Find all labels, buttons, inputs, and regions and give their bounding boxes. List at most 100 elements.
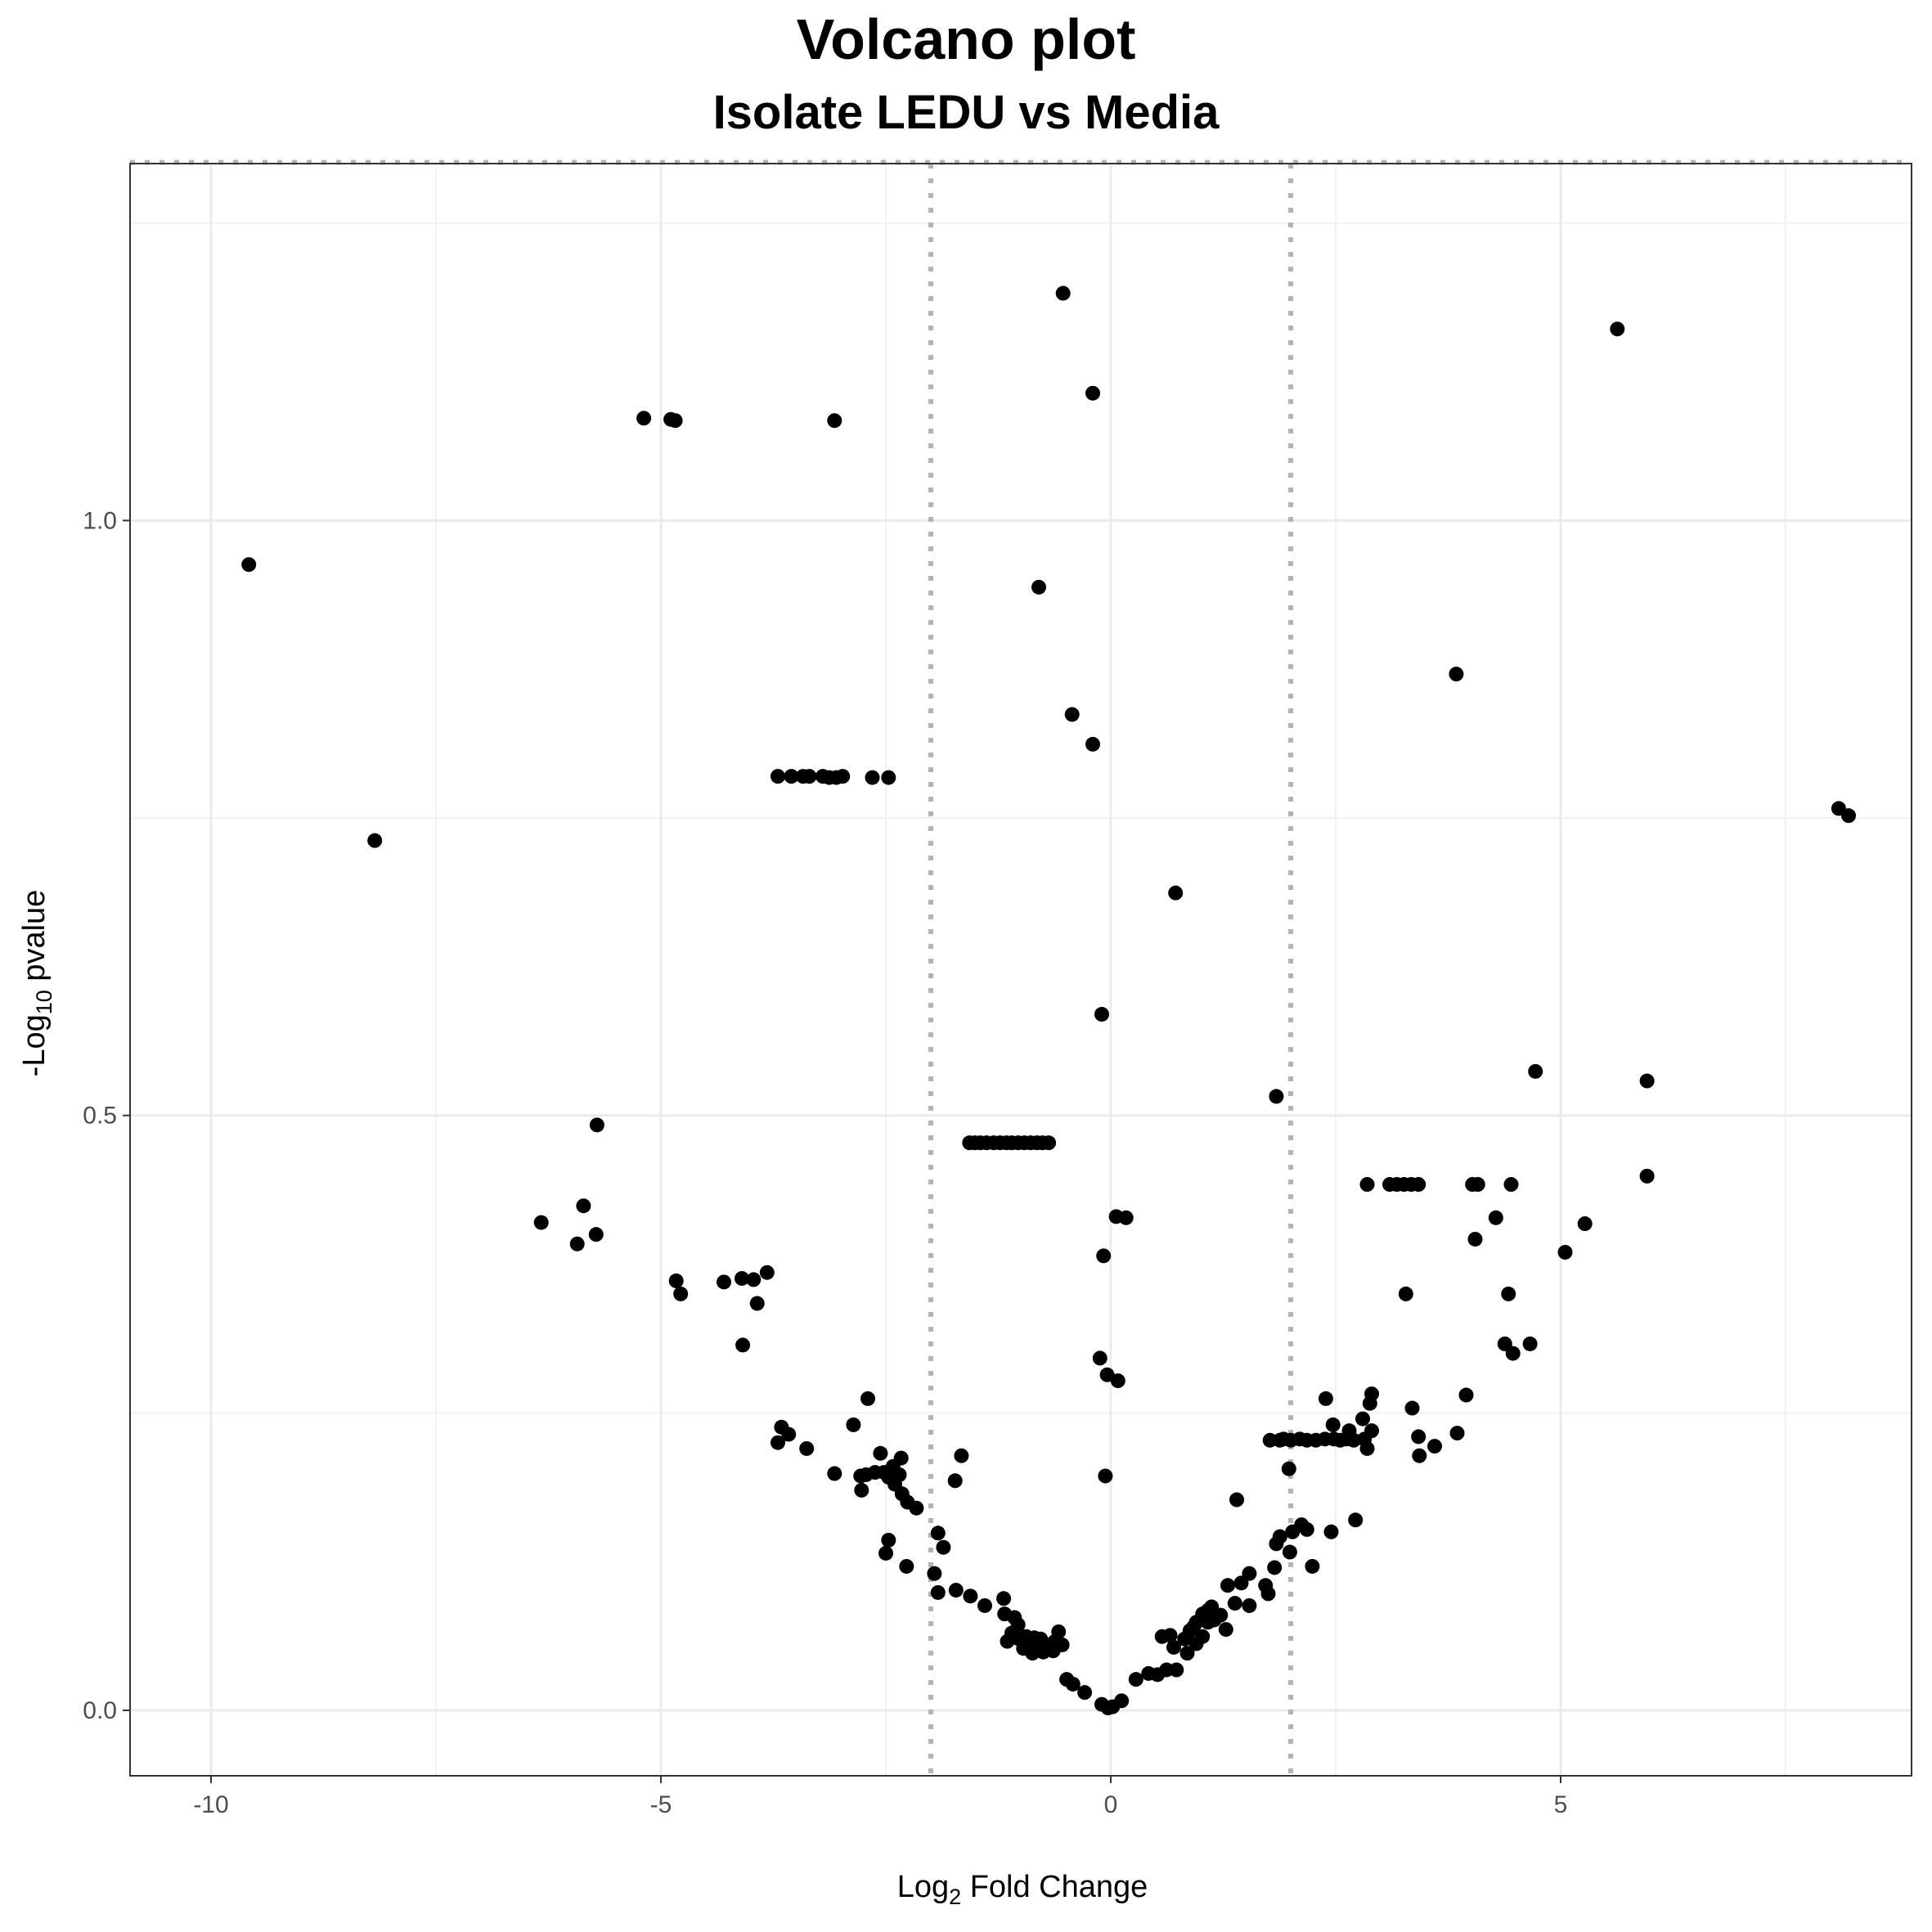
data-point [1359,1177,1375,1193]
data-point [1099,1367,1115,1382]
data-point [1000,1633,1015,1649]
plot-panel-border [129,163,1912,1777]
plot-panel-background [130,164,1912,1776]
data-point [1449,667,1464,682]
data-point [927,1566,942,1581]
data-point [1269,1089,1284,1104]
data-point [1220,1578,1235,1593]
data-point [963,1588,978,1604]
data-point [1364,1423,1379,1439]
data-point [881,1532,896,1548]
data-point [873,1445,888,1461]
data-point [589,1117,604,1133]
data-points [241,285,1856,1716]
data-point [1213,1607,1229,1623]
data-point [954,1448,969,1463]
data-point [827,1466,842,1481]
x-tick-label: 0 [1104,1791,1118,1818]
data-point [936,1539,951,1555]
data-point [846,1417,861,1432]
data-point [1281,1461,1296,1476]
data-point [533,1215,549,1230]
data-point [1096,1248,1112,1264]
data-point [1179,1646,1195,1661]
data-point [1557,1244,1573,1260]
data-point [1411,1429,1427,1445]
data-point [781,1427,797,1442]
data-point [1110,1373,1126,1389]
data-point [1054,1637,1070,1652]
data-point [1085,385,1100,401]
data-point [1128,1672,1143,1687]
y-tick-label: 0.5 [83,1103,117,1130]
data-point [1411,1177,1427,1193]
data-point [1282,1544,1297,1560]
data-point [673,1286,689,1301]
data-point [1318,1391,1333,1406]
data-point [1610,321,1625,337]
data-point [1522,1336,1538,1351]
data-point [1218,1622,1233,1638]
data-point [865,770,880,785]
data-point [771,769,785,784]
chart-subtitle: Isolate LEDU vs Media [713,86,1220,139]
data-point [1458,1387,1474,1403]
data-point [1359,1440,1375,1456]
data-point [1841,808,1856,824]
axes: -10 -5 0 5 0.0 0.5 1.0 [83,507,1567,1818]
data-point [1242,1566,1257,1581]
data-point [878,1545,893,1561]
data-point [1639,1073,1655,1089]
data-point [771,1435,785,1450]
data-point [759,1265,775,1280]
x-axis-title: Log2 Fold Change [897,1870,1148,1909]
y-tick-label: 0.0 [83,1697,117,1724]
y-axis-title: -Log10 pvalue [17,890,56,1077]
data-point [1355,1411,1370,1427]
data-point [569,1236,585,1251]
data-point [1041,1135,1057,1151]
data-point [1501,1286,1516,1301]
data-point [1200,1615,1215,1630]
data-point [1449,1426,1465,1441]
data-point [948,1583,964,1598]
data-point [1639,1168,1655,1184]
data-point [1195,1629,1211,1644]
data-point [1427,1439,1442,1454]
data-point [1055,285,1071,301]
data-point [784,769,799,784]
data-point [977,1597,992,1613]
data-point [1064,707,1080,722]
data-point [802,769,817,784]
data-point [1065,1676,1081,1692]
data-point [1092,1350,1108,1366]
data-point [1299,1521,1314,1537]
data-point [1118,1210,1134,1225]
data-point [947,1473,963,1489]
data-point [1325,1417,1341,1432]
data-point [1242,1597,1257,1613]
data-point [1503,1177,1519,1193]
data-point [930,1584,946,1600]
data-point [1364,1386,1379,1402]
data-point [1168,885,1184,901]
data-point [735,1270,749,1286]
data-point [1227,1596,1242,1611]
data-point [930,1525,946,1541]
data-point [996,1591,1012,1606]
data-point [899,1558,914,1574]
data-point [1260,1586,1276,1602]
data-point [668,1273,684,1288]
data-point [1272,1529,1287,1544]
data-point [1166,1639,1181,1655]
data-point [827,413,842,429]
data-point [1025,1646,1040,1661]
data-point [1505,1346,1521,1361]
data-point [1162,1628,1178,1643]
data-point [1577,1216,1593,1232]
data-point [881,770,896,785]
data-point [854,1482,869,1498]
data-point [1051,1624,1067,1639]
data-point [1467,1231,1483,1247]
